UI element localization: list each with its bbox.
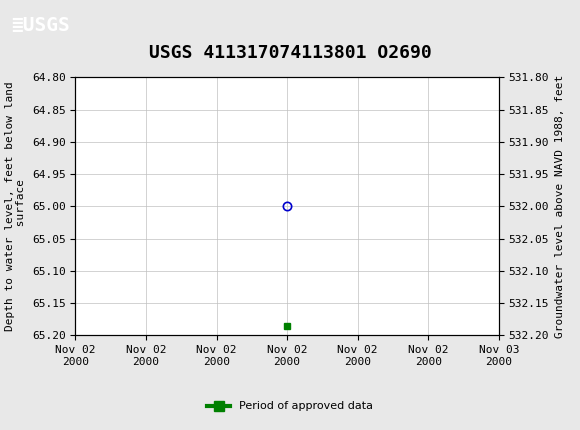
Y-axis label: Depth to water level, feet below land
 surface: Depth to water level, feet below land su… [5, 82, 26, 331]
Text: USGS 411317074113801 O2690: USGS 411317074113801 O2690 [148, 44, 432, 62]
Text: ≣USGS: ≣USGS [12, 16, 70, 35]
Y-axis label: Groundwater level above NAVD 1988, feet: Groundwater level above NAVD 1988, feet [554, 75, 564, 338]
Legend: Period of approved data: Period of approved data [203, 397, 377, 416]
